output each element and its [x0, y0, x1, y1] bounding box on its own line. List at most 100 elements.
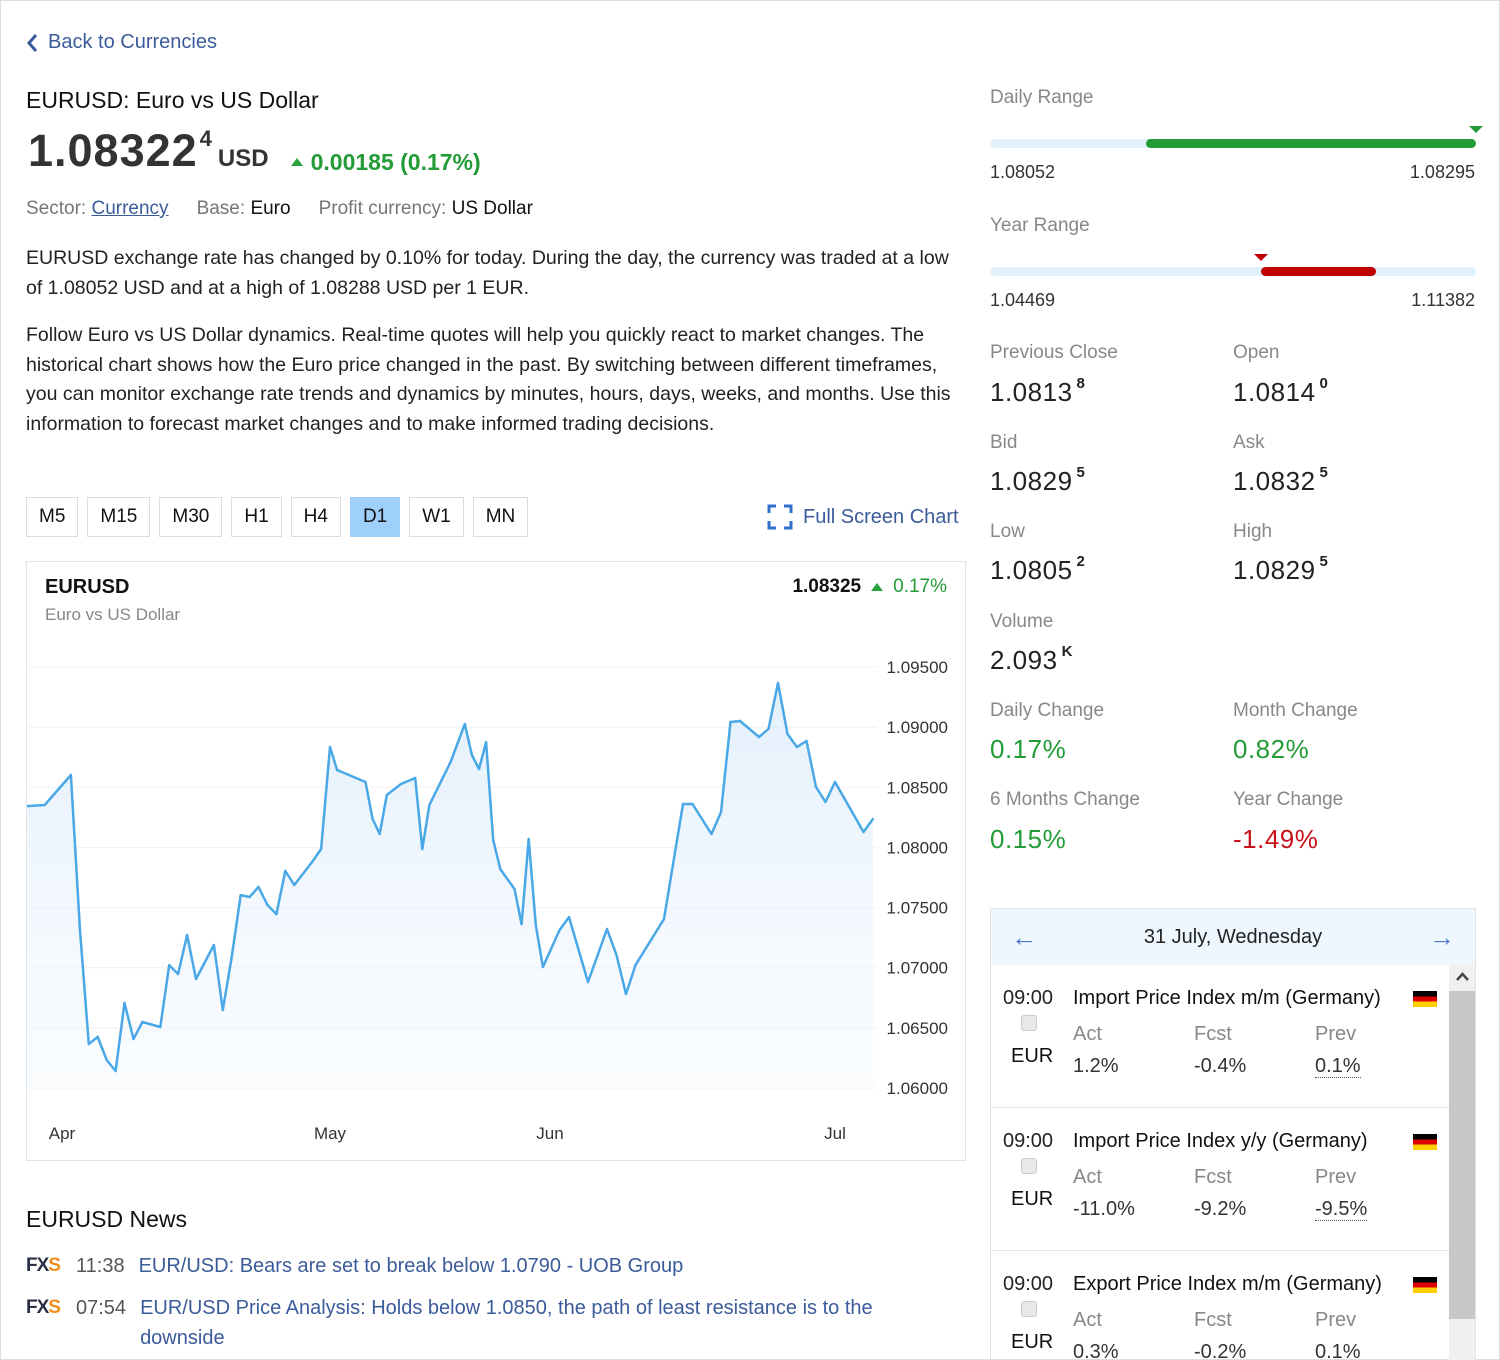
data-point: [513, 887, 516, 891]
calendar-date: 31 July, Wednesday: [1143, 925, 1323, 948]
full-screen-chart-button[interactable]: Full Screen Chart: [767, 504, 959, 530]
timeframe-w1[interactable]: W1: [409, 497, 464, 537]
price-area: [27, 683, 873, 1088]
y-tick-label: 1.08500: [887, 778, 948, 797]
scrollbar-thumb[interactable]: [1449, 991, 1475, 1319]
timeframe-h1[interactable]: H1: [231, 497, 282, 537]
economic-calendar: ← 31 July, Wednesday → 09:00 EUR Import …: [990, 908, 1476, 1360]
timeframe-m15[interactable]: M15: [87, 497, 151, 537]
calendar-scrollbar[interactable]: [1449, 965, 1476, 1360]
event-time: 09:00: [1003, 987, 1054, 1009]
chart-name: Euro vs US Dollar: [45, 605, 181, 624]
description-paragraph: EURUSD exchange rate has changed by 0.10…: [26, 247, 949, 299]
arrow-right-icon[interactable]: →: [1428, 921, 1455, 952]
chevron-left-icon: [27, 33, 38, 52]
value-main: 1.0832: [1233, 466, 1316, 496]
instrument-meta: Sector: Currency Base: Euro Profit curre…: [26, 198, 533, 220]
data-point: [691, 802, 694, 806]
chart-plot[interactable]: 1.09500 1.09000 1.08500 1.08000 1.07500 1.070…: [27, 562, 965, 1160]
data-point: [499, 867, 502, 871]
data-point: [477, 767, 481, 771]
news-link[interactable]: EUR/USD: Bears are set to break below 1.…: [138, 1255, 684, 1277]
data-point: [378, 832, 381, 836]
calendar-header: ← 31 July, Wednesday →: [991, 909, 1475, 965]
data-point: [176, 972, 180, 976]
event-actual: -11.0%: [1073, 1198, 1135, 1220]
data-point: [586, 980, 590, 984]
timeframe-d1[interactable]: D1: [349, 497, 401, 537]
event-checkbox[interactable]: [1021, 1158, 1037, 1174]
profit-value: US Dollar: [451, 198, 533, 219]
data-point: [421, 847, 424, 851]
daily-range-high: 1.08295: [1409, 162, 1475, 182]
arrow-left-icon[interactable]: ←: [1011, 921, 1037, 952]
data-point: [520, 922, 523, 926]
calendar-event[interactable]: 09:00 EUR Import Price Index m/m (German…: [991, 965, 1449, 1108]
event-forecast: -0.2%: [1194, 1341, 1247, 1360]
x-tick-label: Apr: [49, 1124, 76, 1143]
volume-value: 2.093 K: [990, 643, 1073, 676]
sector-link[interactable]: Currency: [91, 198, 169, 219]
price-main: 1.08322: [28, 125, 198, 176]
sector-label: Sector:: [26, 198, 87, 219]
news-item: FXS 11:38 EUR/USD: Bears are set to brea…: [26, 1251, 956, 1281]
y-tick-label: 1.06500: [887, 1019, 948, 1038]
price-currency: USD: [217, 145, 269, 172]
data-point: [385, 793, 388, 797]
timeframe-m30[interactable]: M30: [159, 497, 223, 537]
price-sup: 4: [199, 126, 212, 151]
germany-flag-icon: [1413, 1134, 1437, 1150]
base-value: Euro: [250, 198, 291, 219]
event-actual: 0.3%: [1073, 1341, 1119, 1360]
calendar-event[interactable]: 09:00 EUR Import Price Index y/y (German…: [991, 1108, 1449, 1251]
news-link[interactable]: EUR/USD Price Analysis: Holds below 1.08…: [140, 1297, 873, 1349]
data-point: [767, 727, 770, 731]
event-name[interactable]: Import Price Index y/y (Germany): [1073, 1130, 1368, 1152]
prev-label: Prev: [1315, 1023, 1357, 1045]
data-point: [615, 953, 618, 957]
event-name[interactable]: Export Price Index m/m (Germany): [1073, 1273, 1382, 1295]
sector: Sector: Currency: [26, 198, 169, 220]
timeframe-m5[interactable]: M5: [26, 497, 79, 537]
data-point: [738, 719, 742, 723]
event-forecast: -0.4%: [1194, 1055, 1247, 1077]
calendar-event[interactable]: 09:00 EUR Export Price Index m/m (German…: [991, 1251, 1449, 1360]
value-sup: 5: [1076, 464, 1086, 481]
data-point: [710, 832, 713, 836]
value-main: 1.0805: [990, 555, 1073, 585]
chart-change: 0.17%: [893, 576, 947, 597]
y-tick-label: 1.09500: [887, 658, 948, 677]
timeframe-mn[interactable]: MN: [472, 497, 529, 537]
data-point: [662, 917, 666, 921]
ask-value: 1.0832 5: [1233, 464, 1329, 497]
data-point: [833, 780, 837, 784]
event-name[interactable]: Import Price Index m/m (Germany): [1073, 987, 1381, 1009]
data-point: [69, 773, 73, 777]
data-point: [605, 927, 609, 931]
back-to-currencies-link[interactable]: Back to Currencies: [26, 31, 217, 54]
germany-flag-icon: [1413, 1277, 1437, 1293]
prev-close-label: Previous Close: [990, 342, 1118, 363]
value-sup: 5: [1319, 464, 1329, 481]
timeframe-h4[interactable]: H4: [290, 497, 341, 537]
base-label: Base:: [196, 198, 246, 219]
data-point: [185, 933, 189, 937]
data-point: [123, 1001, 126, 1005]
data-point: [87, 1042, 90, 1046]
x-tick-label: Jul: [824, 1124, 846, 1143]
month-change-value: 0.82%: [1233, 734, 1310, 764]
daily-change-label: Daily Change: [990, 700, 1105, 721]
data-point: [266, 903, 269, 907]
daily-change-value: 0.17%: [990, 734, 1067, 764]
prev-label: Prev: [1315, 1166, 1357, 1188]
news-time: 11:38: [76, 1255, 125, 1277]
data-point: [824, 800, 827, 804]
arrow-up-icon: [871, 583, 884, 591]
data-point: [428, 803, 431, 807]
data-point: [534, 923, 538, 927]
news-item: FXS 07:54 EUR/USD Price Analysis: Holds …: [26, 1293, 956, 1353]
daily-range-marker: [1469, 126, 1483, 133]
event-checkbox[interactable]: [1021, 1301, 1037, 1317]
chevron-up-icon[interactable]: [1449, 965, 1476, 987]
event-checkbox[interactable]: [1021, 1015, 1037, 1031]
